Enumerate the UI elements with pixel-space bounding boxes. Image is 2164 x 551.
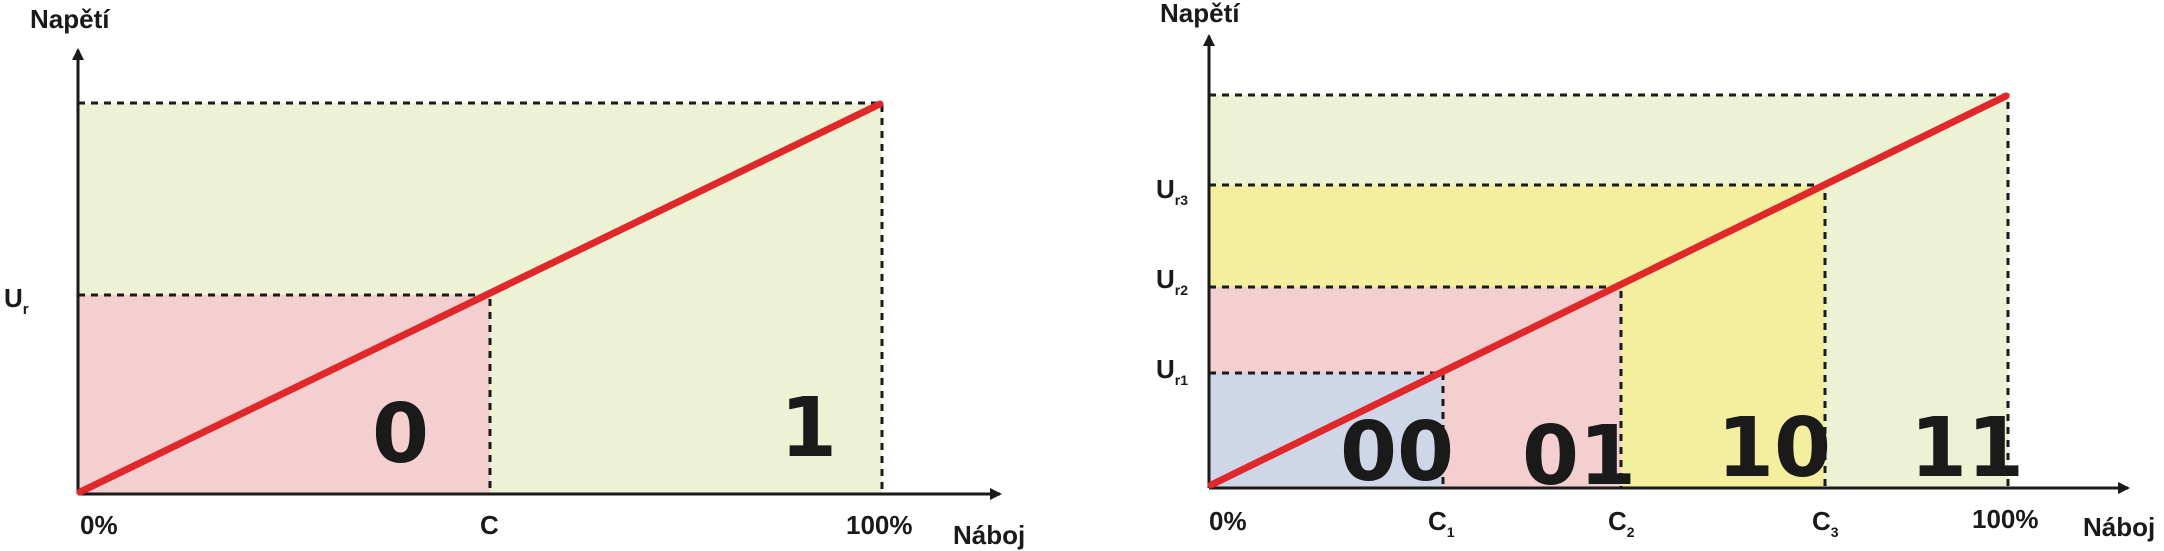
right-y-level-ur2: Ur2 bbox=[1156, 264, 1188, 298]
left-y-axis-title: Napětí bbox=[30, 4, 110, 34]
right-x-tick-c3: C3 bbox=[1812, 506, 1839, 540]
left-region-1-label: 1 bbox=[780, 381, 837, 476]
right-region-11-label: 11 bbox=[1910, 401, 2024, 496]
left-diagram: Napětí Náboj Ur 0% C 100% 0 1 bbox=[4, 4, 1025, 550]
right-x-tick-c2: C2 bbox=[1608, 506, 1635, 540]
right-charge-voltage-line bbox=[1207, 92, 2010, 489]
left-region-0-label: 0 bbox=[372, 387, 429, 482]
left-x-axis-title: Náboj bbox=[953, 520, 1025, 550]
right-diagram: Napětí Náboj Ur3 Ur2 Ur1 0% C1 C2 C3 100… bbox=[1156, 0, 2155, 542]
left-x-tick-start: 0% bbox=[80, 510, 118, 540]
right-y-axis-title: Napětí bbox=[1160, 0, 1240, 28]
left-x-tick-end: 100% bbox=[846, 510, 913, 540]
right-x-tick-end: 100% bbox=[1972, 504, 2039, 534]
right-y-level-ur3: Ur3 bbox=[1156, 174, 1188, 208]
left-charge-voltage-line bbox=[76, 100, 884, 496]
right-region-00-label: 00 bbox=[1340, 405, 1454, 500]
left-x-tick-c: C bbox=[480, 510, 499, 540]
right-y-level-ur1: Ur1 bbox=[1156, 354, 1188, 388]
right-x-axis-title: Náboj bbox=[2083, 512, 2155, 542]
right-region-01-label: 01 bbox=[1522, 409, 1636, 504]
right-x-tick-start: 0% bbox=[1209, 506, 1247, 536]
left-y-level-ur: Ur bbox=[4, 283, 29, 318]
right-ur2-dashed-line bbox=[1209, 285, 1623, 488]
right-region-10-label: 10 bbox=[1717, 401, 1831, 496]
right-x-tick-c1: C1 bbox=[1428, 506, 1455, 540]
